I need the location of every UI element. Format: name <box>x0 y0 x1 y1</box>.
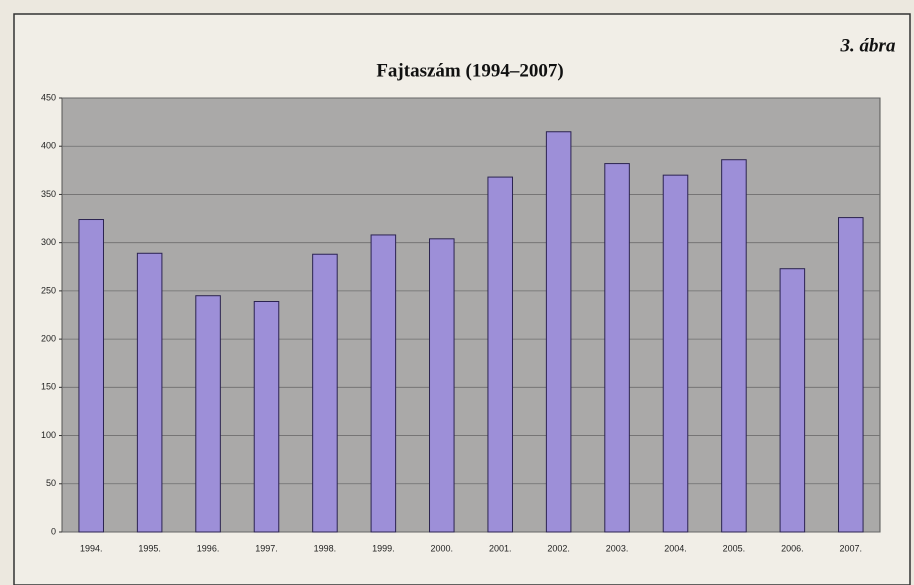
figure-label: 3. ábra <box>840 35 896 56</box>
y-tick-label: 50 <box>46 478 56 488</box>
y-tick-label: 0 <box>51 526 56 536</box>
x-tick-label: 2000. <box>431 543 454 553</box>
bar <box>721 159 747 533</box>
x-tick-label: 2006. <box>781 543 804 553</box>
bar <box>370 234 397 533</box>
x-tick-label: 2003. <box>606 543 629 553</box>
x-tick-label: 2005. <box>723 543 746 553</box>
y-tick-label: 450 <box>41 92 56 102</box>
bar <box>195 295 221 533</box>
x-tick-label: 1994. <box>80 543 103 553</box>
x-tick-label: 2001. <box>489 543 512 553</box>
y-tick-label: 100 <box>41 430 56 440</box>
x-tick-label: 2002. <box>547 543 570 553</box>
bar <box>779 268 806 533</box>
y-tick-label: 150 <box>41 382 56 392</box>
chart-title: Fajtaszám (1994–2007) <box>376 60 563 81</box>
y-tick-label: 400 <box>41 141 56 151</box>
x-tick-label: 1996. <box>197 543 220 553</box>
y-tick-label: 300 <box>41 237 56 247</box>
bar <box>662 174 689 533</box>
y-tick-label: 200 <box>41 333 56 343</box>
bar <box>838 217 864 533</box>
y-tick-label: 350 <box>41 189 56 199</box>
y-tick-label: 250 <box>41 285 56 295</box>
bar <box>604 163 630 533</box>
x-tick-label: 2004. <box>664 543 687 553</box>
plot-area <box>61 97 881 533</box>
bar <box>78 219 104 533</box>
bar <box>312 253 338 533</box>
x-tick-label: 2007. <box>840 543 863 553</box>
x-tick-label: 1995. <box>138 543 161 553</box>
bar <box>253 300 280 533</box>
x-tick-label: 1999. <box>372 543 395 553</box>
bar <box>429 238 455 533</box>
x-tick-label: 1998. <box>314 543 337 553</box>
bar <box>487 176 513 533</box>
bar <box>545 131 572 533</box>
bar <box>136 252 163 533</box>
x-tick-label: 1997. <box>255 543 278 553</box>
